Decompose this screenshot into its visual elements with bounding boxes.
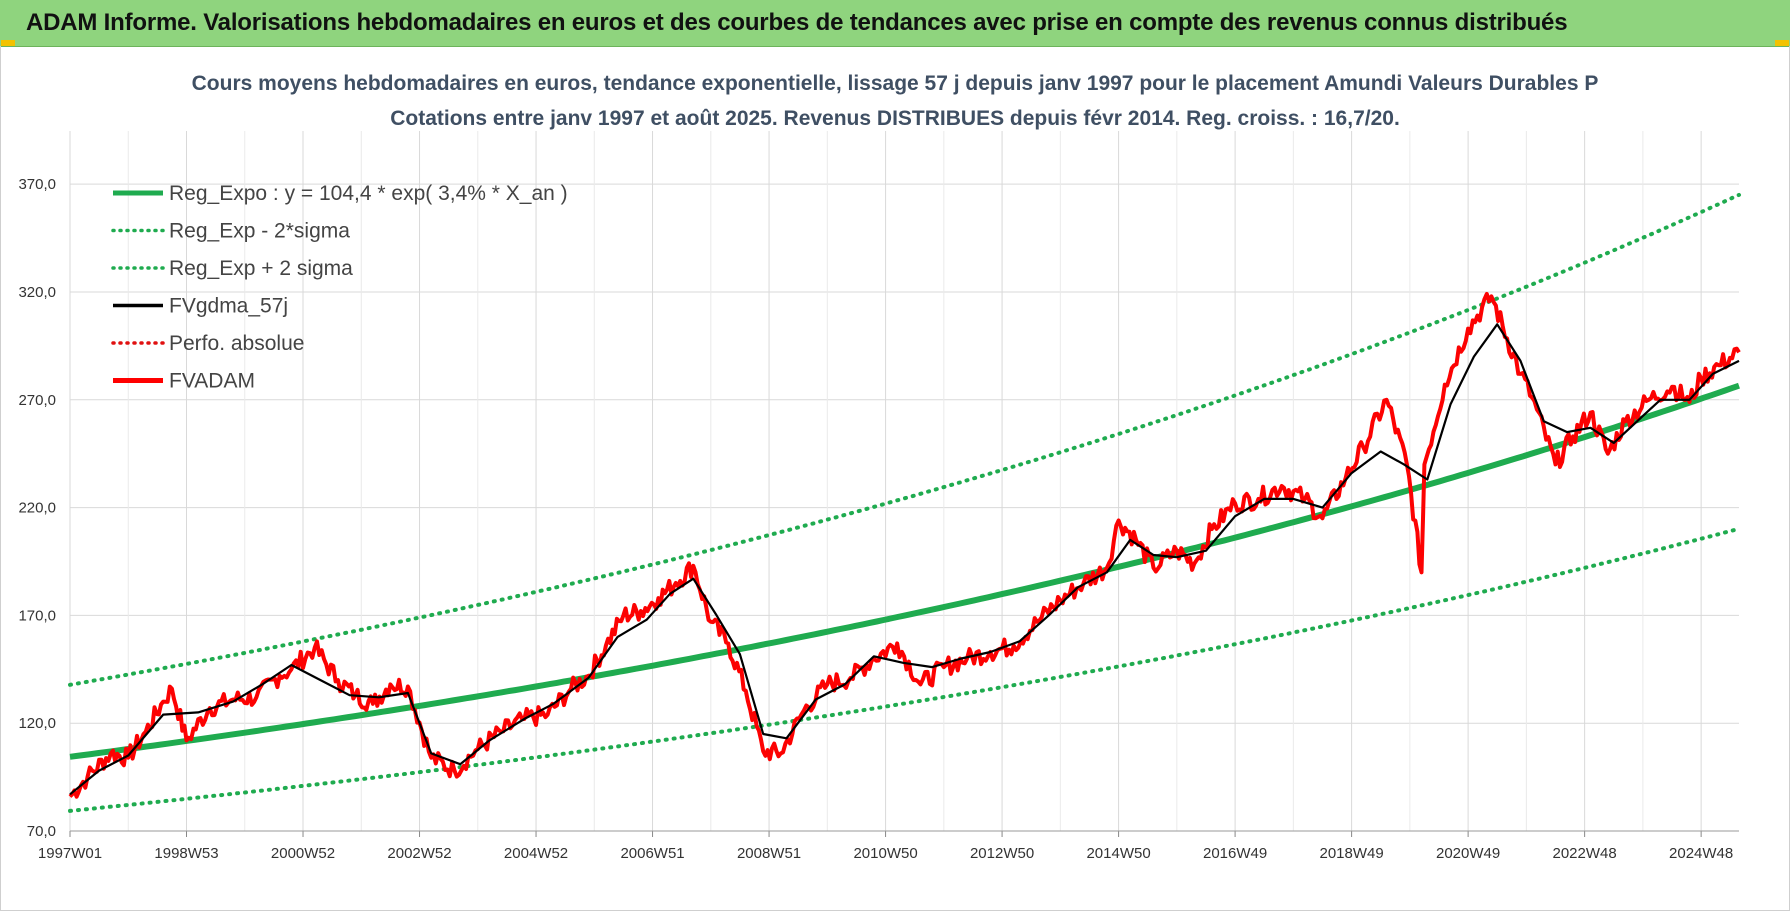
line-chart: 370,0 320,0 270,0 220,0 170,0 120,0 70,0 1997W0… bbox=[18, 72, 1741, 862]
legend-entry-label: Reg_Exp - 2*sigma bbox=[169, 220, 350, 243]
y-tick-label: 220,0 bbox=[18, 500, 56, 517]
x-tick-label: 2016W49 bbox=[1203, 845, 1267, 862]
report-banner: ADAM Informe. Valorisations hebdomadaire… bbox=[0, 0, 1790, 47]
legend-entry-label: Perfo. absolue bbox=[169, 332, 304, 355]
series-upper-band bbox=[68, 192, 1741, 687]
y-tick-label: 170,0 bbox=[18, 607, 56, 624]
x-tick-label: 2004W52 bbox=[504, 845, 568, 862]
legend-entry-label: Reg_Exp + 2 sigma bbox=[169, 257, 353, 280]
x-tick-label: 2018W49 bbox=[1319, 845, 1383, 862]
corner-marker bbox=[1775, 40, 1789, 46]
x-tick-label: 2000W52 bbox=[271, 845, 335, 862]
report-title: ADAM Informe. Valorisations hebdomadaire… bbox=[26, 9, 1568, 36]
x-tick-label: 2012W50 bbox=[970, 845, 1034, 862]
y-tick-label: 120,0 bbox=[18, 715, 56, 732]
legend-entry-label: FVADAM bbox=[169, 370, 255, 393]
chart-title-line-2: Cotations entre janv 1997 et août 2025. … bbox=[390, 107, 1400, 130]
y-tick-label: 320,0 bbox=[18, 284, 56, 301]
x-tick-label: 1998W53 bbox=[154, 845, 218, 862]
chart-title-line-1: Cours moyens hebdomadaires en euros, ten… bbox=[192, 72, 1599, 95]
y-tick-label: 70,0 bbox=[27, 823, 56, 840]
y-tick-label: 370,0 bbox=[18, 176, 56, 193]
chart-frame: 370,0 320,0 270,0 220,0 170,0 120,0 70,0 1997W0… bbox=[0, 40, 1790, 911]
y-tick-label: 270,0 bbox=[18, 392, 56, 409]
series-perfo-absolue bbox=[69, 292, 1740, 799]
x-tick-label: 2006W51 bbox=[620, 845, 684, 862]
x-tick-label: 2002W52 bbox=[387, 845, 451, 862]
legend: Reg_Expo : y = 104,4 * exp( 3,4% * X_an … bbox=[111, 182, 568, 393]
grid bbox=[69, 131, 1739, 832]
series-reg-expo bbox=[69, 382, 1740, 760]
axes: 370,0 320,0 270,0 220,0 170,0 120,0 70,0 1997W0… bbox=[18, 176, 1739, 862]
series-lower-band bbox=[68, 526, 1741, 813]
corner-marker bbox=[1, 40, 15, 46]
x-tick-label: 2020W49 bbox=[1436, 845, 1500, 862]
legend-entry-label: Reg_Expo : y = 104,4 * exp( 3,4% * X_an … bbox=[169, 182, 568, 205]
series-fvgdma-57j bbox=[69, 323, 1740, 796]
x-tick-label: 2008W51 bbox=[737, 845, 801, 862]
x-tick-label: 2024W48 bbox=[1669, 845, 1733, 862]
x-tick-label: 2022W48 bbox=[1553, 845, 1617, 862]
x-tick-label: 2014W50 bbox=[1086, 845, 1150, 862]
x-tick-label: 1997W01 bbox=[38, 845, 102, 862]
x-tick-label: 2010W50 bbox=[853, 845, 917, 862]
legend-entry-label: FVgdma_57j bbox=[169, 295, 288, 318]
series-layer bbox=[68, 192, 1741, 813]
